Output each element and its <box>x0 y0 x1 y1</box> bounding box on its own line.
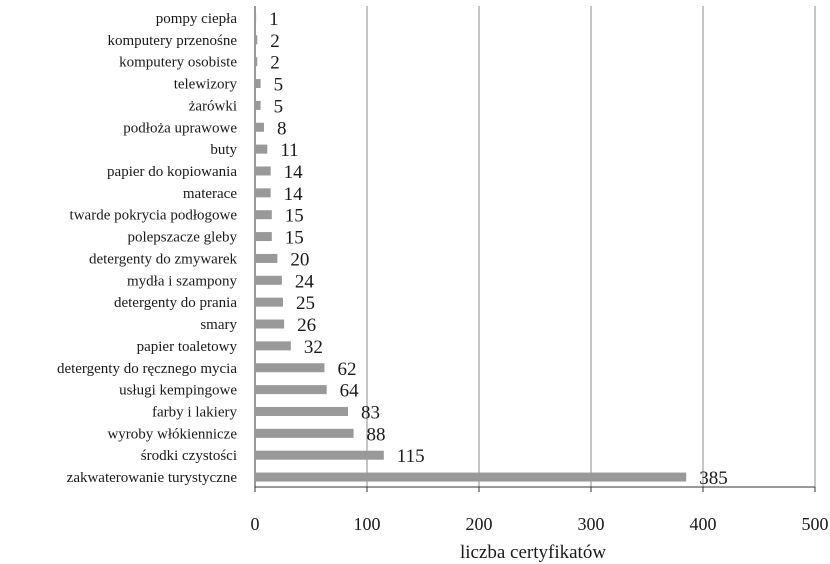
bar <box>255 166 271 176</box>
category-label: komputery przenośne <box>107 33 237 49</box>
category-label: żarówki <box>189 98 237 114</box>
gridlines <box>366 6 816 487</box>
bar <box>255 232 272 242</box>
bar <box>255 450 384 460</box>
data-label: 5 <box>274 96 284 117</box>
bar <box>255 79 261 89</box>
category-label: telewizory <box>174 77 238 93</box>
category-label: detergenty do zmywarek <box>89 251 238 267</box>
bar <box>255 188 271 198</box>
category-label: papier do kopiowania <box>107 164 237 180</box>
bar <box>255 472 687 482</box>
bar <box>255 297 283 307</box>
data-label: 385 <box>699 468 728 489</box>
data-label: 14 <box>284 162 304 183</box>
bar <box>255 210 272 220</box>
category-label: detergenty do ręcznego mycia <box>57 361 237 377</box>
x-tick-label: 200 <box>466 514 493 534</box>
category-label: zakwaterowanie turystyczne <box>67 470 238 486</box>
data-label: 115 <box>397 446 425 467</box>
bar <box>255 275 282 285</box>
data-label: 11 <box>280 140 298 161</box>
data-label: 15 <box>285 206 304 227</box>
x-tick-label: 300 <box>578 514 605 534</box>
category-label: detergenty do prania <box>114 295 237 311</box>
x-tick-labels: 0 100 200 300 400 500 <box>251 514 829 534</box>
category-label: smary <box>200 317 237 333</box>
x-tick-label: 0 <box>251 514 260 534</box>
data-label: 26 <box>297 315 316 336</box>
category-label: twarde pokrycia podłogowe <box>70 208 238 224</box>
data-label: 8 <box>277 118 287 139</box>
category-label: usługi kempingowe <box>119 383 237 399</box>
category-label: komputery osobiste <box>119 55 237 71</box>
bar <box>255 406 348 416</box>
bar <box>255 319 285 329</box>
data-label: 15 <box>285 228 304 249</box>
category-label: podłoża uprawowe <box>123 120 237 136</box>
data-label: 32 <box>304 337 323 358</box>
data-label: 24 <box>295 271 315 292</box>
category-label: wyroby włókiennicze <box>107 426 237 442</box>
data-label: 20 <box>290 249 309 270</box>
bar <box>255 363 325 373</box>
category-label: polepszacze gleby <box>127 230 237 246</box>
bar <box>255 35 258 45</box>
category-label: papier toaletowy <box>137 339 238 355</box>
category-label: pompy ciepła <box>156 11 238 27</box>
data-label: 2 <box>270 53 280 74</box>
data-label: 2 <box>270 31 280 52</box>
x-axis-title: liczba certyfikatów <box>460 542 606 563</box>
axes <box>254 6 816 492</box>
data-label: 88 <box>367 424 386 445</box>
bar <box>255 122 264 132</box>
category-label: buty <box>210 142 237 158</box>
data-label: 64 <box>340 381 360 402</box>
data-label: 14 <box>284 184 304 205</box>
x-tick-label: 100 <box>354 514 381 534</box>
bar <box>255 144 268 154</box>
bar <box>255 253 278 263</box>
data-label: 62 <box>337 359 356 380</box>
bar <box>255 385 327 395</box>
bar <box>255 428 354 438</box>
bar <box>255 100 261 110</box>
x-tick-label: 500 <box>802 514 829 534</box>
bar <box>255 57 258 67</box>
data-label: 1 <box>269 9 279 30</box>
category-label: środki czystości <box>141 448 237 464</box>
bar <box>255 13 257 23</box>
category-label: farby i lakiery <box>152 404 237 420</box>
category-label: materace <box>183 186 237 202</box>
category-labels: pompy ciepła komputery przenośne komputery… <box>57 11 238 486</box>
data-label: 5 <box>274 75 284 96</box>
data-label: 25 <box>296 293 315 314</box>
bars <box>255 13 687 482</box>
category-label: mydła i szampony <box>127 273 237 289</box>
data-label: 83 <box>361 402 380 423</box>
x-tick-label: 400 <box>690 514 717 534</box>
bar <box>255 341 291 351</box>
